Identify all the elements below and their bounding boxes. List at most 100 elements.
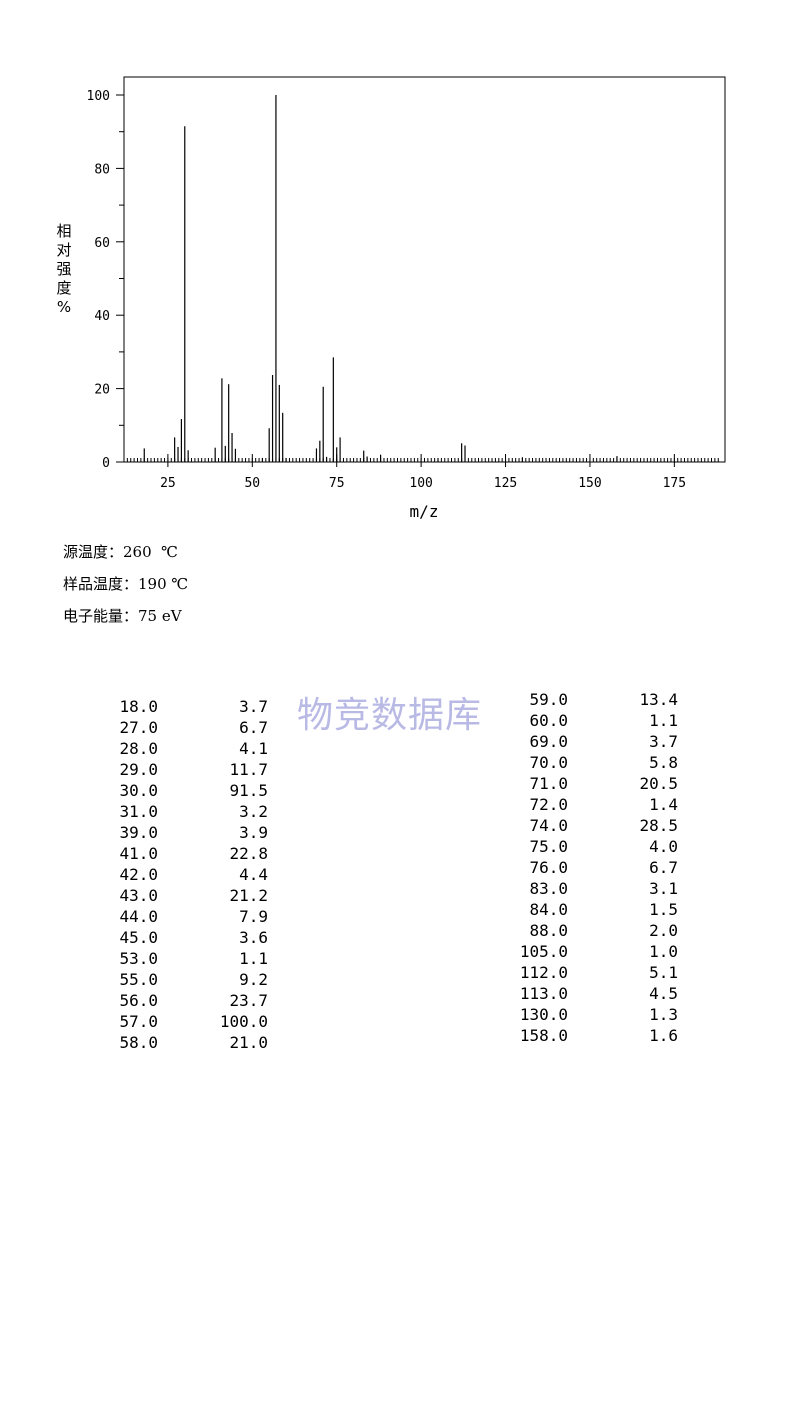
y-tick-label: 60: [94, 236, 110, 251]
intensity-value: 5.1: [649, 963, 678, 982]
intensity-value: 91.5: [229, 781, 268, 800]
intensity-value: 23.7: [229, 991, 268, 1010]
x-tick-label: 50: [244, 476, 260, 491]
table-row: 69.0 3.7: [470, 732, 690, 753]
table-row: 58.0 21.0: [60, 1033, 280, 1054]
mz-value: 74.0: [529, 816, 568, 835]
intensity-value: 20.5: [639, 774, 678, 793]
mz-value: 70.0: [529, 753, 568, 772]
intensity-value: 9.2: [239, 970, 268, 989]
table-row: 112.0 5.1: [470, 963, 690, 984]
intensity-value: 3.7: [649, 732, 678, 751]
table-row: 60.0 1.1: [470, 711, 690, 732]
mz-value: 39.0: [119, 823, 158, 842]
intensity-value: 7.9: [239, 907, 268, 926]
mz-value: 53.0: [119, 949, 158, 968]
table-row: 27.0 6.7: [60, 718, 280, 739]
intensity-value: 21.0: [229, 1033, 268, 1052]
mz-value: 130.0: [519, 1005, 568, 1024]
intensity-value: 6.7: [649, 858, 678, 877]
table-row: 45.0 3.6: [60, 928, 280, 949]
intensity-value: 4.5: [649, 984, 678, 1003]
table-row: 72.0 1.4: [470, 795, 690, 816]
intensity-value: 3.1: [649, 879, 678, 898]
y-tick-label: 40: [94, 309, 110, 324]
table-row: 42.0 4.4: [60, 865, 280, 886]
intensity-value: 6.7: [239, 718, 268, 737]
mz-value: 55.0: [119, 970, 158, 989]
table-row: 28.0 4.1: [60, 739, 280, 760]
intensity-value: 1.6: [649, 1026, 678, 1045]
y-tick-label: 20: [94, 383, 110, 398]
x-tick-label: 75: [329, 476, 345, 491]
table-row: 71.0 20.5: [470, 774, 690, 795]
y-axis-label: 相对强度%: [56, 222, 71, 316]
table-row: 75.0 4.0: [470, 837, 690, 858]
mz-value: 57.0: [119, 1012, 158, 1031]
table-row: 39.0 3.9: [60, 823, 280, 844]
x-tick-label: 175: [663, 476, 686, 491]
intensity-value: 22.8: [229, 844, 268, 863]
mz-value: 30.0: [119, 781, 158, 800]
table-row: 59.0 13.4: [470, 690, 690, 711]
intensity-value: 4.4: [239, 865, 268, 884]
intensity-value: 4.1: [239, 739, 268, 758]
table-row: 88.0 2.0: [470, 921, 690, 942]
intensity-value: 3.2: [239, 802, 268, 821]
mz-value: 59.0: [529, 690, 568, 709]
intensity-value: 5.8: [649, 753, 678, 772]
mz-value: 44.0: [119, 907, 158, 926]
intensity-value: 3.6: [239, 928, 268, 947]
table-row: 83.0 3.1: [470, 879, 690, 900]
mz-value: 45.0: [119, 928, 158, 947]
mz-value: 56.0: [119, 991, 158, 1010]
sample-temperature: 样品温度：190 ℃: [63, 575, 189, 593]
table-row: 130.0 1.3: [470, 1005, 690, 1026]
y-tick-label: 100: [87, 89, 110, 104]
table-row: 53.0 1.1: [60, 949, 280, 970]
mz-value: 42.0: [119, 865, 158, 884]
table-row: 57.0 100.0: [60, 1012, 280, 1033]
x-axis-ticks: 25 50 75 100 125 150 175: [160, 454, 686, 491]
source-temperature: 源温度：260 ℃: [63, 543, 178, 561]
mz-value: 76.0: [529, 858, 568, 877]
peak-table-left: 18.0 3.7 27.0 6.7 28.0 4.1 29.0 11.7 30.0 91.5 31.…: [60, 697, 280, 1054]
mz-value: 75.0: [529, 837, 568, 856]
x-tick-label: 100: [409, 476, 432, 491]
mz-value: 105.0: [519, 942, 568, 961]
mz-value: 72.0: [529, 795, 568, 814]
mz-value: 58.0: [119, 1033, 158, 1052]
mz-value: 112.0: [519, 963, 568, 982]
intensity-value: 11.7: [229, 760, 268, 779]
table-row: 76.0 6.7: [470, 858, 690, 879]
table-row: 18.0 3.7: [60, 697, 280, 718]
x-tick-label: 150: [578, 476, 601, 491]
mz-value: 18.0: [119, 697, 158, 716]
intensity-value: 2.0: [649, 921, 678, 940]
y-tick-label: 80: [94, 162, 110, 177]
intensity-value: 1.3: [649, 1005, 678, 1024]
mz-value: 158.0: [519, 1026, 568, 1045]
intensity-value: 1.1: [649, 711, 678, 730]
mz-value: 88.0: [529, 921, 568, 940]
y-tick-label: 0: [102, 456, 110, 471]
table-row: 105.0 1.0: [470, 942, 690, 963]
plot-frame: [123, 76, 726, 463]
x-axis-label: m/z: [410, 502, 439, 521]
intensity-value: 21.2: [229, 886, 268, 905]
mz-value: 29.0: [119, 760, 158, 779]
table-row: 56.0 23.7: [60, 991, 280, 1012]
mz-value: 71.0: [529, 774, 568, 793]
intensity-value: 100.0: [219, 1012, 268, 1031]
y-axis-ticks: 0 20 40 60 80 100: [87, 89, 124, 471]
table-row: 43.0 21.2: [60, 886, 280, 907]
x-tick-label: 25: [160, 476, 176, 491]
table-row: 31.0 3.2: [60, 802, 280, 823]
peak-table-right: 59.0 13.4 60.0 1.1 69.0 3.7 70.0 5.8 71.0 20.5 72.…: [470, 690, 690, 1047]
spectrum-peaks: [143, 95, 618, 462]
intensity-value: 1.1: [239, 949, 268, 968]
electron-energy: 电子能量：75 eV: [63, 607, 182, 625]
table-row: 70.0 5.8: [470, 753, 690, 774]
mass-spectrum-chart: 25 50 75 100 125 150 175 0 20 40 60 80 100 m/z 相对强度…: [56, 76, 726, 521]
table-row: 55.0 9.2: [60, 970, 280, 991]
